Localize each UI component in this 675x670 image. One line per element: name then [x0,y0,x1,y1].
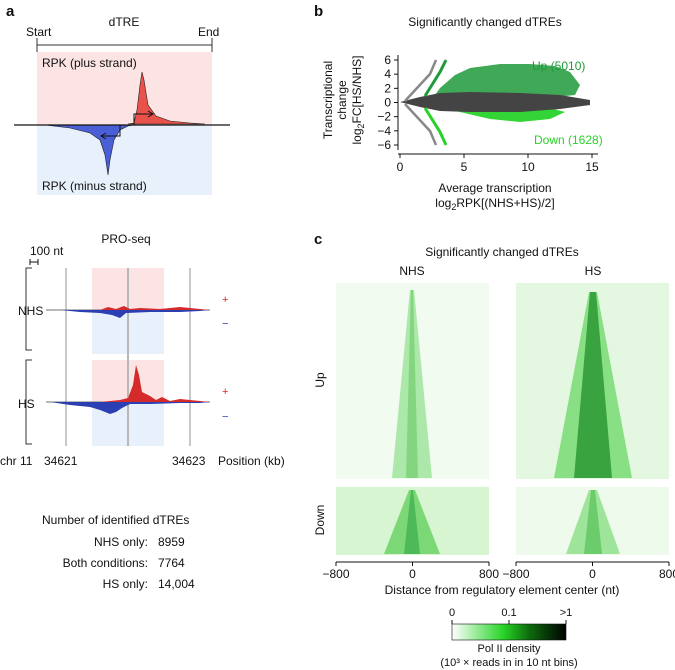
track-nhs-label: NHS [18,304,43,318]
b-xtick-label: 5 [461,160,468,174]
b-ytick-label: −2 [377,110,391,124]
b-ytick-label: 2 [384,81,391,95]
panel-a-letter: a [6,3,15,20]
plus-tss-arrow [133,113,152,125]
nhs-minus-signal [60,310,210,318]
down-count-label: Down (1628) [534,133,603,147]
scale-label: 100 nt [30,244,64,258]
b-xticks: 0 5 10 15 [397,154,599,174]
c-xtick-label: 800 [479,567,499,581]
colorbar-sublabel: (10³ × reads in in 10 nt bins) [440,657,577,669]
panel-c-letter: c [314,231,322,248]
minus-peak [44,124,135,176]
table-row-label: HS only: [103,577,148,591]
table-row-value: 14,004 [158,577,195,591]
dtre-schematic: Start End dTRE RPK (plus strand) RPK (mi… [14,15,230,195]
table-row-label: NHS only: [94,535,148,549]
row-down-label: Down [313,505,327,536]
colorbar-tick: 0.1 [501,607,516,619]
c-xtick-label: −800 [322,567,349,581]
minus-tss-arrow [102,125,121,137]
c-xtick-label: 0 [409,567,416,581]
panel-b-letter: b [314,3,323,20]
b-ytick-label: 0 [384,96,391,110]
b-ytick-label: −4 [377,124,391,138]
b-xtick-label: 15 [585,160,599,174]
dtre-title: dTRE [109,15,140,29]
panel-c-title: Significantly changed dTREs [425,245,578,259]
start-label: Start [26,25,52,39]
colorbar-tick: 0 [449,607,455,619]
colorbar: 0 0.1 >1 Pol II density (10³ × reads in … [440,607,577,669]
colorbar-label: Pol II density [478,643,541,655]
col-nhs-label: NHS [399,264,424,278]
b-xlabel-math: log2RPK[(NHS+HS)/2] [435,196,554,212]
c-xtick-label: 800 [659,567,675,581]
pos-axis-label: Position (kb) [218,454,285,468]
plus-strand-label: RPK (plus strand) [42,56,137,70]
panel-b-title: Significantly changed dTREs [408,15,561,29]
plus-peak [127,71,206,125]
nonsig-cloud [400,92,590,112]
b-ytick-label: 6 [384,53,391,67]
hs-minus-sign: − [222,411,228,423]
b-xlabel-line1: Average transcription [438,181,551,195]
plus-strand-region [37,52,212,125]
col-hs-label: HS [585,264,602,278]
b-ylabel-line2: change [335,80,349,120]
hs-plus-sign: + [222,386,228,398]
dtre-table-title: Number of identified dTREs [42,513,189,527]
colorbar-tick: >1 [560,607,573,619]
nhs-plus-sign: + [222,294,228,306]
b-ylabel-math: log2FC[HS/NHS] [350,55,366,144]
table-row-value: 8959 [158,535,185,549]
proseq-tracks: PRO-seq 100 nt NHS + − HS + − chr 11 346… [0,232,285,468]
row-up-label: Up [313,372,327,388]
c-xlabel: Distance from regulatory element center … [385,583,620,597]
nhs-minus-sign: − [222,318,228,330]
b-ytick-label: 4 [384,67,391,81]
dtre-count-table: Number of identified dTREs NHS only: 895… [42,513,195,591]
pos-start: 34621 [44,454,78,468]
b-xtick-label: 0 [397,160,404,174]
proseq-title: PRO-seq [101,232,150,246]
end-label: End [198,25,219,39]
chrom-label: chr 11 [0,454,33,468]
b-ytick-label: −6 [377,138,391,152]
nhs-plus-signal [100,306,210,310]
b-xtick-label: 10 [521,160,535,174]
colorbar-gradient [451,623,567,641]
b-ylabel-line1: Transcriptional [321,61,335,139]
minus-strand-region [37,125,212,195]
hs-minus-signal [50,402,210,414]
minus-strand-label: RPK (minus strand) [42,179,147,193]
table-row-label: Both conditions: [63,556,148,570]
up-count-label: Up (5010) [532,59,585,73]
table-row-value: 7764 [158,556,185,570]
c-xtick-label: −800 [502,567,529,581]
pos-end: 34623 [172,454,206,468]
c-xtick-label: 0 [589,567,596,581]
